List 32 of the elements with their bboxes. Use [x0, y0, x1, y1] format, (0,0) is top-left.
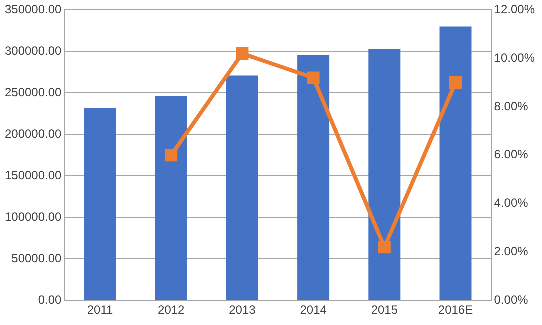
y-tick-label: 300000.00: [4, 44, 62, 58]
y2-tick-label: 10.00%: [494, 50, 536, 65]
y-tick-label: 150000.00: [4, 168, 62, 182]
x-tick-label: 2012: [158, 303, 186, 318]
bar: [155, 96, 188, 300]
bar: [440, 26, 472, 300]
y2-tick-label: 4.00%: [494, 196, 529, 210]
y-tick-label: 350000.00: [4, 2, 62, 17]
y2-tick-label: 0.00%: [494, 292, 529, 307]
y-tick-label: 50000.00: [12, 251, 62, 266]
y2-tick-label: 6.00%: [494, 148, 529, 162]
bar: [368, 49, 401, 300]
x-tick-label: 2013: [229, 303, 256, 318]
x-tick-label: 2016E: [438, 303, 474, 318]
y-tick-label: 0.00: [38, 292, 62, 307]
x-tick-label: 2011: [87, 303, 114, 318]
y2-tick-label: 12.00%: [494, 2, 536, 17]
point: [236, 48, 249, 60]
bar: [298, 55, 330, 300]
y2-tick-label: 8.00%: [494, 99, 529, 114]
point: [165, 149, 178, 162]
bar: [84, 108, 116, 300]
bar: [226, 76, 258, 300]
x-tick-label: 2015: [371, 303, 398, 318]
point: [307, 72, 320, 84]
y2-tick-label: 2.00%: [494, 244, 529, 259]
y-tick-label: 200000.00: [4, 126, 62, 141]
x-tick-label: 2014: [300, 303, 328, 318]
y-tick-label: 100000.00: [4, 210, 62, 224]
y-tick-label: 250000.00: [4, 85, 62, 100]
point: [450, 76, 462, 90]
point: [378, 241, 391, 254]
